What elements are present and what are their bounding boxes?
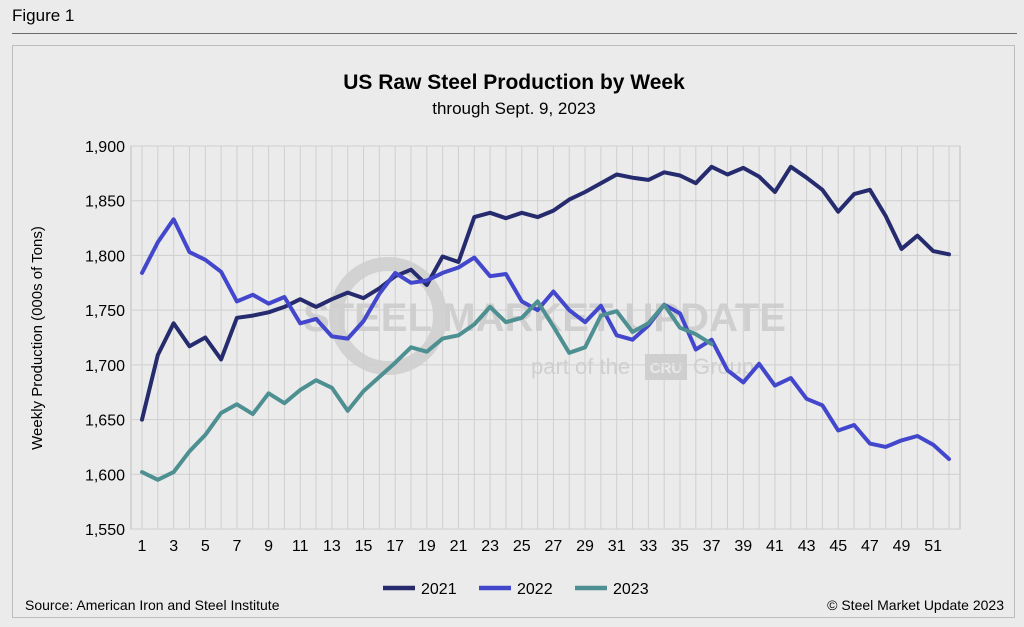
x-tick-label: 41 xyxy=(766,538,784,555)
chart-subtitle: through Sept. 9, 2023 xyxy=(432,99,596,118)
series-lines xyxy=(140,164,951,482)
legend-item-2023: 2023 xyxy=(575,581,649,598)
x-axis-ticks: 1 3 5 7 9 11 13 15 17 19 21 23 25 27 29 31 33 35 37 39 41 43 4… xyxy=(138,538,943,555)
legend-label-2022: 2022 xyxy=(517,581,553,598)
series-line-2021 xyxy=(140,164,951,422)
y-tick-label: 1,550 xyxy=(85,522,125,539)
y-tick-label: 1,900 xyxy=(85,139,125,156)
x-tick-label: 35 xyxy=(671,538,689,555)
x-tick-label: 13 xyxy=(323,538,341,555)
copyright-note: © Steel Market Update 2023 xyxy=(827,597,1004,613)
chart-panel: US Raw Steel Production by Week through … xyxy=(12,45,1015,618)
x-tick-label: 47 xyxy=(861,538,879,555)
legend-item-2022: 2022 xyxy=(479,581,553,598)
y-tick-label: 1,600 xyxy=(85,467,125,484)
y-axis-title: Weekly Production (000s of Tons) xyxy=(29,226,46,450)
x-tick-label: 33 xyxy=(639,538,657,555)
x-tick-label: 5 xyxy=(201,538,210,555)
x-tick-label: 25 xyxy=(513,538,531,555)
series-line-2023 xyxy=(140,299,714,482)
x-tick-label: 43 xyxy=(798,538,816,555)
x-tick-label: 7 xyxy=(232,538,241,555)
y-tick-label: 1,800 xyxy=(85,248,125,265)
legend: 2021 2022 2023 xyxy=(383,581,649,598)
y-tick-label: 1,750 xyxy=(85,303,125,320)
legend-item-2021: 2021 xyxy=(383,581,457,598)
watermark-cru-text: CRU xyxy=(650,360,683,377)
x-tick-label: 49 xyxy=(893,538,911,555)
x-tick-label: 19 xyxy=(418,538,436,555)
x-tick-label: 31 xyxy=(608,538,626,555)
figure-label: Figure 1 xyxy=(12,6,75,25)
watermark-sub-left: part of the xyxy=(531,354,630,379)
legend-label-2023: 2023 xyxy=(613,581,649,598)
x-tick-label: 17 xyxy=(386,538,404,555)
y-tick-label: 1,700 xyxy=(85,358,125,375)
x-tick-label: 9 xyxy=(264,538,273,555)
x-tick-label: 45 xyxy=(829,538,847,555)
x-tick-label: 15 xyxy=(355,538,373,555)
x-tick-label: 37 xyxy=(703,538,721,555)
x-tick-label: 27 xyxy=(545,538,563,555)
x-tick-label: 29 xyxy=(576,538,594,555)
figure-divider xyxy=(12,33,1017,34)
legend-label-2021: 2021 xyxy=(421,581,457,598)
chart-title: US Raw Steel Production by Week xyxy=(343,71,685,94)
x-tick-label: 21 xyxy=(450,538,468,555)
y-axis-ticks: 1,550 1,600 1,650 1,700 1,750 1,800 1,850 1,900 xyxy=(85,139,125,539)
x-tick-label: 11 xyxy=(292,538,309,555)
source-note: Source: American Iron and Steel Institut… xyxy=(25,597,280,613)
line-chart: US Raw Steel Production by Week through … xyxy=(25,71,1004,613)
x-tick-label: 51 xyxy=(924,538,942,555)
x-tick-label: 1 xyxy=(138,538,147,555)
plot-area xyxy=(130,145,961,530)
x-tick-label: 3 xyxy=(169,538,178,555)
y-tick-label: 1,850 xyxy=(85,194,125,211)
x-tick-label: 39 xyxy=(734,538,752,555)
series-line-2022 xyxy=(140,217,951,461)
x-tick-label: 23 xyxy=(481,538,499,555)
y-tick-label: 1,650 xyxy=(85,413,125,430)
